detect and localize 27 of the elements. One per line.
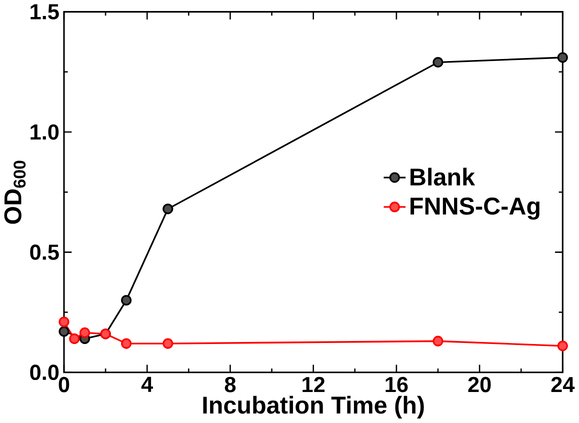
point <box>58 326 70 337</box>
x-tick-label: 20 <box>468 376 491 392</box>
point <box>432 336 444 347</box>
x-tick-label: 16 <box>386 376 408 392</box>
point <box>121 295 132 306</box>
legend-label: FNNS-C-Ag <box>410 198 540 220</box>
y-axis-title: OD$_{600}$ <box>4 160 26 224</box>
point <box>162 338 174 349</box>
x-tick-label: 8 <box>224 376 236 392</box>
point <box>432 57 444 68</box>
x-tick-label: 0 <box>58 376 70 392</box>
point <box>162 204 174 214</box>
y-tick-label: 1.0 <box>30 124 59 140</box>
y-tick-label: 1.5 <box>30 4 59 20</box>
y-tick-label: 0.5 <box>30 244 59 260</box>
y-tick-label: 0.0 <box>30 364 59 380</box>
x-axis-title: Incubation Time (h) <box>203 396 424 419</box>
point <box>121 338 132 349</box>
x-tick-label: 12 <box>302 376 325 392</box>
point <box>557 52 568 63</box>
legend-label: Blank <box>410 168 476 186</box>
x-tick-label: 4 <box>141 376 154 392</box>
point <box>557 340 568 352</box>
x-tick-label: 24 <box>551 376 575 392</box>
point <box>69 334 80 344</box>
point <box>58 316 70 328</box>
point <box>79 327 90 338</box>
